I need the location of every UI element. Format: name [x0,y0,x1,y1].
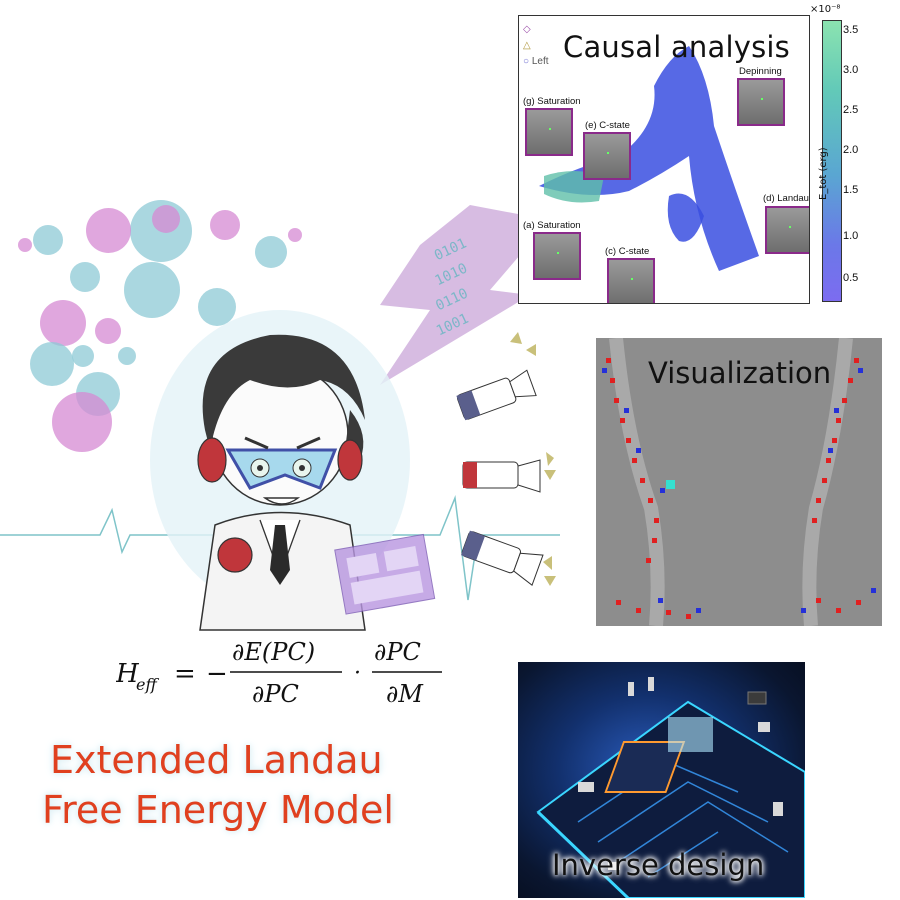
thumbnail [525,108,573,156]
causal-analysis-title: Causal analysis [563,30,790,64]
bubble [124,262,180,318]
thumbnail [607,258,655,303]
syringes-decoration [456,332,556,586]
legend-marker-triangle: △ [523,40,531,51]
lightning-bolt: 0101 1010 0110 1001 [380,205,550,385]
svg-text:−: − [206,659,228,689]
thumbnail [583,132,631,180]
bubble [18,238,32,252]
colorbar-label: E_tot (erg) [818,147,829,200]
causal-scatter-plot: ◇ △ ○ Left Causal analysis Depinning (g)… [518,15,810,304]
visualization-title: Visualization [648,356,832,390]
colorbar-tick: 1.0 [843,230,859,242]
visualization-panel: Visualization [596,338,882,626]
bubble [118,347,136,365]
bubble [72,345,94,367]
bubble [255,236,287,268]
svg-text:·: · [354,661,361,686]
bubble [152,205,180,233]
equation-render: H eff = − ∂E(PC) ∂PC · ∂PC ∂M [115,638,442,708]
colorbar-tick: 2.0 [843,144,859,156]
scatter-cloud [539,46,759,271]
legend-item-left: ○ Left [523,56,549,67]
bubble [86,208,131,253]
bubble [40,300,86,346]
thumbnail [533,232,581,280]
bubble [52,392,112,452]
equation-lhs-subscript: eff [136,675,159,694]
bubble [70,262,100,292]
bubble [210,210,240,240]
equation-lhs: H [116,659,140,689]
equation-frac1-numerator: ∂E(PC) [232,638,315,666]
inverse-design-title: Inverse design [552,848,765,882]
colorbar-tick: 1.5 [843,184,859,196]
thumb-label-depinning: Depinning [739,66,782,77]
equation-frac2-numerator: ∂PC [374,638,421,666]
thumb-label-a-saturation: (a) Saturation [523,220,581,231]
bubble [30,342,74,386]
domain-wall-image [602,338,876,626]
inverse-design-panel: Inverse design [518,662,805,898]
thumbnail [765,206,809,254]
bubble [95,318,121,344]
circuit-board-illustration [536,677,805,898]
equation-frac1-denominator: ∂PC [252,680,299,708]
equation-frac2-denominator: ∂M [386,680,424,708]
bubble [288,228,302,242]
colorbar-tick: 3.5 [843,24,859,36]
headline-line-2: Free Energy Model [42,788,394,832]
colorbar [822,20,842,302]
colorbar-tick: 0.5 [843,272,859,284]
thumb-label-g-saturation: (g) Saturation [523,96,581,107]
thumb-label-e-cstate: (e) C-state [585,120,630,131]
legend-marker-diamond: ◇ [523,24,531,35]
headline-line-1: Extended Landau [50,738,383,782]
causal-analysis-panel: ◇ △ ○ Left Causal analysis Depinning (g)… [518,4,860,304]
bubble [198,288,236,326]
colorbar-tick: 2.5 [843,104,859,116]
colorbar-exponent: ×10⁻⁸ [810,4,841,15]
thumb-label-c-cstate: (c) C-state [605,246,650,257]
scientist-illustration [150,310,436,631]
svg-text:=: = [174,659,196,689]
effective-field-equation: H eff = − ∂E(PC) ∂PC · ∂PC ∂M [115,632,452,712]
thumbnail [737,78,785,126]
bubble [33,225,63,255]
colorbar-tick: 3.0 [843,64,859,76]
thumb-label-d-landau: (d) Landau [763,193,809,204]
